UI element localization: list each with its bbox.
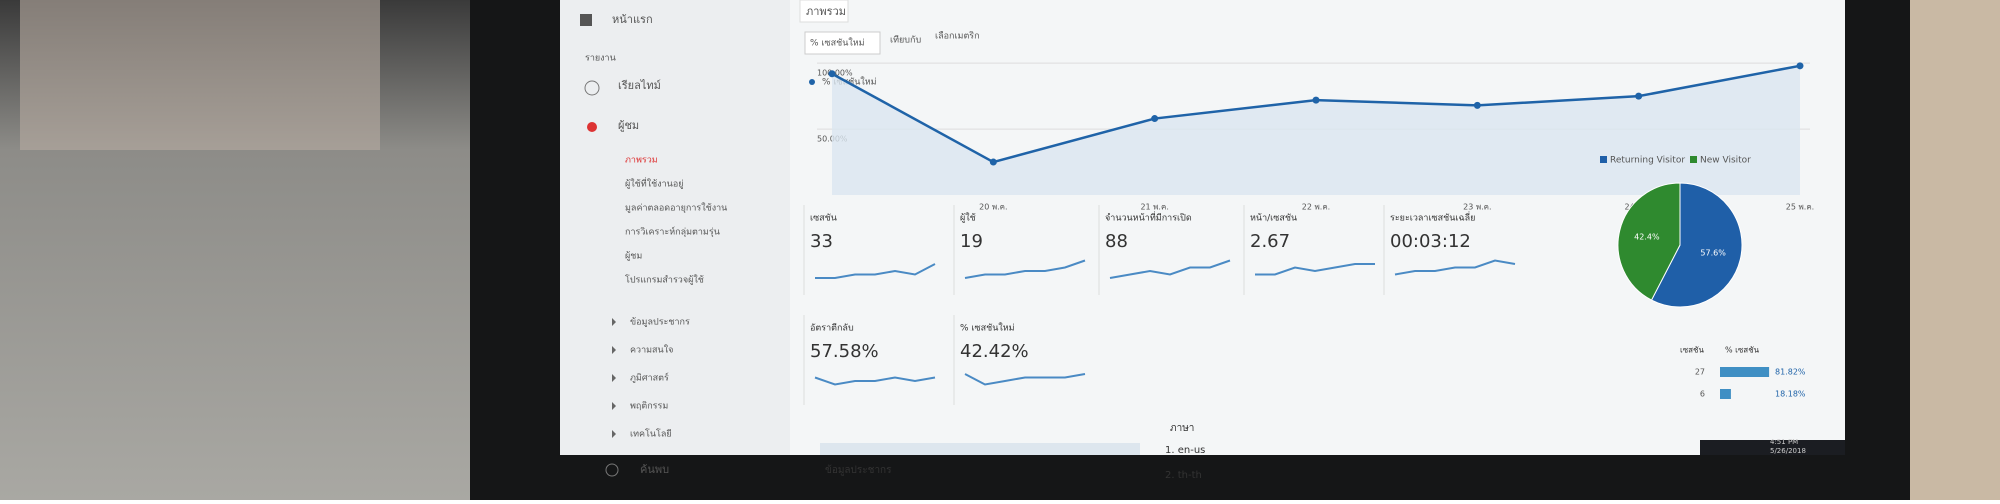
sidebar-subitem: การวิเคราะห์กลุ่มตามรุ่น bbox=[625, 226, 720, 238]
metric-select[interactable]: % เซสชันใหม่ bbox=[810, 38, 865, 49]
taskbar-date: 5/26/2018 bbox=[1770, 447, 1806, 455]
table-share: 18.18% bbox=[1775, 390, 1806, 399]
expand-arrow bbox=[612, 318, 616, 326]
metric-value: 57.58% bbox=[810, 341, 879, 362]
expand-arrow bbox=[612, 402, 616, 410]
sparkline bbox=[1394, 259, 1516, 276]
metric-value: 00:03:12 bbox=[1390, 231, 1471, 252]
table-share: 81.82% bbox=[1775, 368, 1806, 377]
compare[interactable]: เทียบกับ bbox=[890, 35, 921, 46]
language-row: 2. th-th bbox=[1165, 470, 1202, 481]
sidebar-subitem: โปรแกรมสำรวจผู้ใช้ bbox=[625, 275, 704, 286]
table-sessions: 27 bbox=[1695, 368, 1705, 377]
share-bar bbox=[1720, 389, 1731, 399]
sidebar-group: ความสนใจ bbox=[630, 345, 673, 356]
pie-legend: Returning Visitor bbox=[1610, 156, 1685, 166]
sparkline bbox=[964, 259, 1086, 279]
sparkline bbox=[1255, 263, 1375, 276]
x-tick-label: 25 พ.ค. bbox=[1786, 203, 1814, 212]
metric-label: จำนวนหน้าที่มีการเปิด bbox=[1105, 211, 1192, 224]
select-metric[interactable]: เลือกเมตริก bbox=[935, 31, 980, 42]
taskbar-time: 4:51 PM bbox=[1770, 438, 1798, 446]
sparkline bbox=[964, 373, 1086, 386]
sidebar-subitem: ผู้ชม bbox=[625, 251, 642, 262]
tab-box[interactable] bbox=[799, 0, 849, 23]
x-tick-label: 21 พ.ค. bbox=[1140, 203, 1168, 212]
x-tick-label: 20 พ.ค. bbox=[979, 203, 1007, 212]
legend-swatch bbox=[1600, 156, 1607, 163]
sidebar bbox=[560, 0, 790, 455]
trend-point bbox=[1635, 92, 1643, 100]
demographics: ข้อมูลประชากร bbox=[825, 464, 892, 476]
home-icon bbox=[580, 14, 592, 26]
metric-value: 19 bbox=[960, 231, 983, 252]
clock-icon bbox=[584, 80, 600, 96]
trend-point bbox=[828, 70, 836, 78]
share-bar bbox=[1720, 367, 1770, 377]
sidebar-group: ภูมิศาสตร์ bbox=[630, 372, 669, 384]
sidebar-subitem: ภาพรวม bbox=[625, 156, 658, 166]
tab[interactable]: ภาพรวม bbox=[806, 5, 846, 18]
sidebar-top: หน้าแรก bbox=[612, 13, 653, 26]
table-sessions: 6 bbox=[1700, 390, 1705, 399]
legend-swatch bbox=[1690, 156, 1697, 163]
pie-slice bbox=[1617, 182, 1681, 301]
metric-label: ระยะเวลาเซสชันเฉลี่ย bbox=[1390, 211, 1475, 224]
sidebar-group: พฤติกรรม bbox=[630, 401, 668, 412]
trend-point bbox=[989, 158, 997, 166]
sidebar-subitem: ผู้ใช้ที่ใช้งานอยู่ bbox=[625, 177, 684, 190]
blur-object bbox=[20, 0, 380, 150]
sparkline bbox=[1109, 259, 1231, 279]
expand-arrow bbox=[612, 374, 616, 382]
metric-label: % เซสชันใหม่ bbox=[960, 323, 1015, 334]
metric-value: 42.42% bbox=[960, 341, 1029, 362]
pie-legend: New Visitor bbox=[1700, 156, 1751, 166]
x-tick-label: 22 พ.ค. bbox=[1302, 203, 1330, 212]
legend-dot bbox=[809, 79, 815, 85]
metric-value: 33 bbox=[810, 231, 833, 252]
metric-dropdown[interactable] bbox=[804, 31, 881, 55]
demographics-bar bbox=[820, 443, 1140, 455]
trend-point bbox=[1796, 62, 1804, 70]
trend-point bbox=[1151, 115, 1159, 123]
sidebar-section: รายงาน bbox=[585, 54, 616, 64]
metric-label: หน้า/เซสชัน bbox=[1250, 213, 1297, 224]
pie-slice bbox=[1650, 182, 1743, 308]
bulb-icon bbox=[605, 463, 619, 477]
expand-arrow bbox=[612, 346, 616, 354]
trend-area bbox=[832, 65, 1800, 196]
sidebar-group: เทคโนโลยี bbox=[630, 429, 672, 440]
sidebar-item: เรียลไทม์ bbox=[618, 79, 661, 92]
sparkline bbox=[815, 263, 936, 279]
sidebar-subitem: มูลค่าตลอดอายุการใช้งาน bbox=[625, 203, 727, 214]
pie-label: 57.6% bbox=[1700, 249, 1726, 258]
metric-value: 88 bbox=[1105, 231, 1128, 252]
metric-label: อัตราตีกลับ bbox=[810, 323, 854, 334]
expand-arrow bbox=[612, 430, 616, 438]
table-header: เซสชัน bbox=[1680, 346, 1704, 355]
taskbar bbox=[1700, 440, 1845, 455]
pie-label: 42.4% bbox=[1634, 232, 1660, 241]
language-row: 1. en-us bbox=[1165, 445, 1205, 456]
sparkline bbox=[814, 376, 936, 386]
sidebar-item: ผู้ชม bbox=[618, 119, 639, 132]
sidebar-group: ข้อมูลประชากร bbox=[630, 317, 690, 328]
person-icon bbox=[587, 122, 597, 132]
table-header: % เซสชัน bbox=[1725, 346, 1760, 355]
metric-value: 2.67 bbox=[1250, 231, 1290, 252]
trend-point bbox=[1312, 96, 1320, 104]
trend-point bbox=[1473, 101, 1481, 109]
metric-label: เซสชัน bbox=[810, 214, 837, 224]
metric-label: ผู้ใช้ bbox=[960, 213, 976, 224]
sidebar-bottom: ค้นพบ bbox=[640, 463, 669, 476]
right-background bbox=[1900, 0, 2000, 500]
x-tick-label: 23 พ.ค. bbox=[1463, 203, 1491, 212]
language-title: ภาษา bbox=[1170, 423, 1194, 434]
